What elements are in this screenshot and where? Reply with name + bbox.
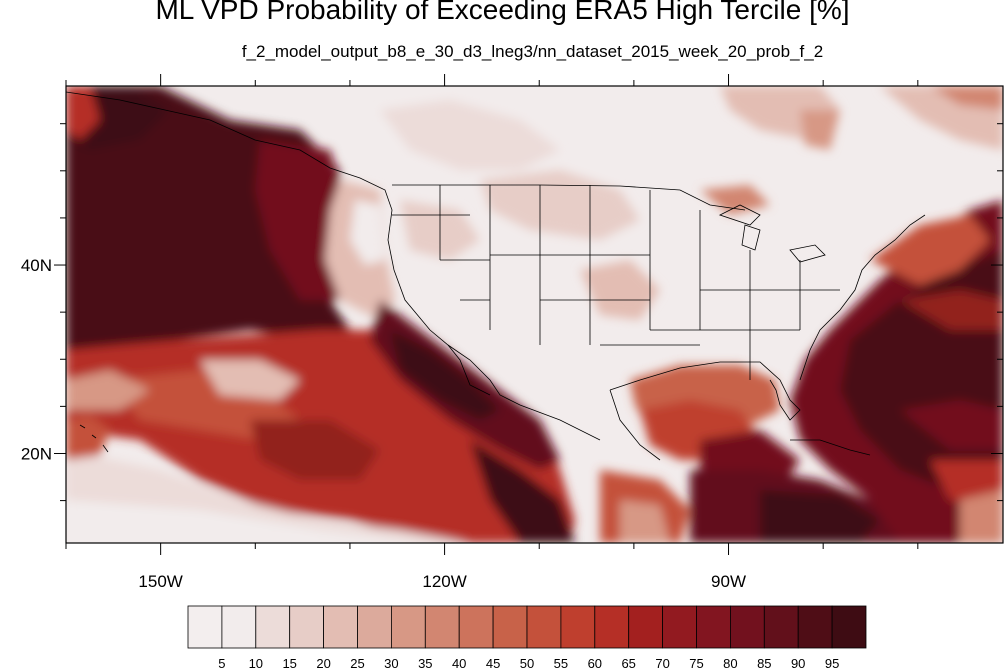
colorbar-swatch (492, 605, 528, 649)
colorbar-swatch (763, 605, 799, 649)
map-title: ML VPD Probability of Exceeding ERA5 Hig… (155, 0, 850, 25)
colorbar-swatch (628, 605, 664, 649)
colorbar-label: 40 (452, 656, 466, 671)
colorbar-label: 45 (486, 656, 500, 671)
colorbar-swatch (390, 605, 426, 649)
colorbar-swatch (831, 605, 867, 649)
map-subtitle: f_2_model_output_b8_e_30_d3_lneg3/nn_dat… (241, 42, 824, 61)
colorbar-label: 80 (723, 656, 737, 671)
colorbar-swatch (458, 605, 494, 649)
colorbar-swatch (526, 605, 562, 649)
colorbar-label: 20 (316, 656, 330, 671)
colorbar-label: 60 (588, 656, 602, 671)
colorbar-swatch (424, 605, 460, 649)
colorbar-swatch (221, 605, 257, 649)
lat-tick-label: 20N (21, 444, 52, 463)
colorbar-label: 90 (791, 656, 805, 671)
colorbar-label: 25 (350, 656, 364, 671)
colorbar-label: 75 (689, 656, 703, 671)
lon-tick-label: 90W (711, 572, 746, 591)
colorbar-swatch (255, 605, 291, 649)
colorbar-label: 65 (621, 656, 635, 671)
colorbar-swatch (187, 605, 223, 649)
colorbar-label: 35 (418, 656, 432, 671)
colorbar-swatch (696, 605, 731, 649)
colorbar-label: 55 (554, 656, 568, 671)
colorbar-label: 85 (757, 656, 771, 671)
colorbar-label: 30 (384, 656, 398, 671)
lon-tick-label: 120W (422, 572, 466, 591)
coastlines (66, 91, 926, 461)
colorbar-swatch (323, 605, 358, 649)
colorbar-label: 95 (825, 656, 839, 671)
colorbar-swatch (289, 605, 325, 649)
colorbar: 5 10 15 20 25 30 35 40 45 50 55 60 65 70 75 80 85 90 95 (187, 605, 867, 671)
axis-ticks: 150W 120W 90W 40N 20N (21, 74, 1003, 591)
probability-field (66, 86, 1003, 543)
colorbar-label: 70 (655, 656, 669, 671)
colorbar-label: 10 (249, 656, 263, 671)
colorbar-swatch (730, 605, 765, 649)
colorbar-swatch (594, 605, 630, 649)
colorbar-label: 50 (520, 656, 534, 671)
colorbar-label: 15 (282, 656, 296, 671)
colorbar-swatch (662, 605, 697, 649)
colorbar-swatch (797, 605, 833, 649)
lat-tick-label: 40N (21, 256, 52, 275)
colorbar-label: 5 (218, 656, 225, 671)
colorbar-swatch (357, 605, 392, 649)
colorbar-swatch (560, 605, 596, 649)
lon-tick-label: 150W (138, 572, 182, 591)
